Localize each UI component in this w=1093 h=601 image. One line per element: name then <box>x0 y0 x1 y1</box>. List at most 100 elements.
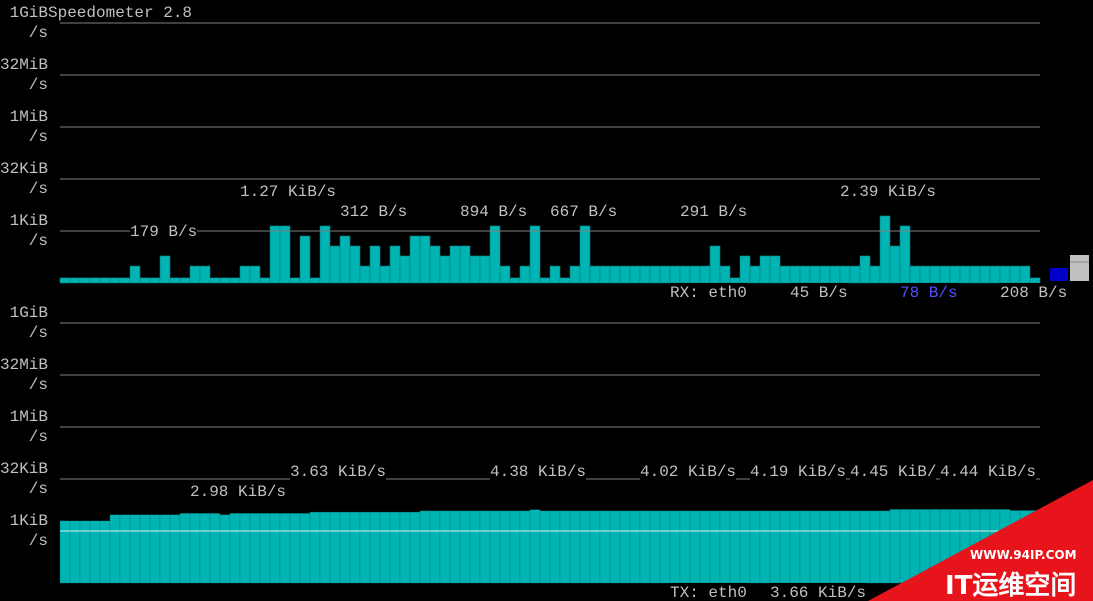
bar <box>529 225 541 284</box>
bar <box>959 265 971 284</box>
peak-annotation: 4.02 KiB/s <box>640 462 737 482</box>
status-peak: 208 B/s <box>1000 283 1068 303</box>
area-column <box>259 513 271 584</box>
bar <box>759 255 771 284</box>
peak-annotation: 4.38 KiB/s <box>490 462 587 482</box>
area-column <box>549 510 561 584</box>
area-column <box>269 513 281 584</box>
area-column <box>869 510 881 584</box>
area-column <box>469 510 481 584</box>
y-tick-label: 32MiB /s <box>0 356 49 394</box>
bar <box>849 265 861 284</box>
bar <box>229 277 241 284</box>
area-column <box>599 510 611 584</box>
area-column <box>609 510 621 584</box>
area-column <box>309 511 321 584</box>
peak-annotation: 291 B/s <box>680 202 748 222</box>
peak-annotation: 4.45 KiB/ <box>850 462 937 482</box>
bar <box>419 235 431 284</box>
bar <box>969 265 981 284</box>
area-column <box>839 510 851 584</box>
area-column <box>189 513 201 584</box>
area-column <box>779 510 791 584</box>
area-column <box>689 510 701 584</box>
bar <box>119 277 131 284</box>
bar <box>689 265 701 284</box>
y-tick-label: 32KiB /s <box>0 160 49 198</box>
area-column <box>909 509 921 584</box>
bar <box>309 277 321 284</box>
bar <box>329 245 341 284</box>
area-column <box>849 510 861 584</box>
area-column <box>429 510 441 584</box>
bar <box>509 277 521 284</box>
status-interface: TX: eth0 <box>670 583 747 601</box>
area-column <box>559 510 571 584</box>
bar <box>929 265 941 284</box>
bar <box>679 265 691 284</box>
y-tick-label: 1KiB /s <box>9 512 48 550</box>
watermark-url: WWW.94IP.COM <box>970 548 1077 562</box>
bar <box>519 265 531 284</box>
bar <box>699 265 711 284</box>
bar <box>649 265 661 284</box>
area-column <box>229 513 241 584</box>
bar <box>739 255 751 284</box>
cursor-block <box>1070 255 1089 281</box>
status-average: 78 B/s <box>900 283 958 303</box>
bar <box>939 265 951 284</box>
y-tick-label: 32KiB /s <box>0 460 49 498</box>
bar <box>809 265 821 284</box>
watermark-name: IT运维空间 <box>945 571 1077 601</box>
area-column <box>439 510 451 584</box>
bar <box>599 265 611 284</box>
bar <box>159 255 171 284</box>
bar <box>269 225 281 284</box>
area-column <box>149 514 161 584</box>
y-tick-label: 1MiB /s <box>9 108 48 146</box>
area-column <box>139 514 151 584</box>
bar <box>259 277 271 284</box>
bar <box>609 265 621 284</box>
area-column <box>359 511 371 584</box>
bar <box>979 265 991 284</box>
bar <box>619 265 631 284</box>
area-column <box>569 510 581 584</box>
bar <box>439 255 451 284</box>
bar <box>289 277 301 284</box>
area-column <box>209 513 221 584</box>
area-column <box>879 510 891 584</box>
bar <box>629 265 641 284</box>
bar <box>1019 265 1031 284</box>
peak-annotation: 2.39 KiB/s <box>840 182 937 202</box>
bar <box>589 265 601 284</box>
bar <box>799 265 811 284</box>
cursor-block <box>1050 268 1068 281</box>
peak-annotation: 4.19 KiB/s <box>750 462 847 482</box>
area-column <box>769 510 781 584</box>
area-column <box>749 510 761 584</box>
bar <box>789 265 801 284</box>
bar <box>919 265 931 284</box>
bar <box>839 265 851 284</box>
peak-annotation: 312 B/s <box>340 202 408 222</box>
area-column <box>99 520 111 584</box>
bar <box>69 277 81 284</box>
area-column <box>379 511 391 584</box>
bar <box>579 225 591 284</box>
bar <box>279 225 291 284</box>
bar <box>879 215 891 284</box>
area-column <box>459 510 471 584</box>
bar <box>549 265 561 284</box>
area-column <box>589 510 601 584</box>
bar <box>539 277 551 284</box>
bar <box>819 265 831 284</box>
area-column <box>679 510 691 584</box>
area-column <box>509 510 521 584</box>
y-tick-label: 1KiB /s <box>9 212 48 250</box>
bar <box>189 265 201 284</box>
area-column <box>489 510 501 584</box>
area-column <box>319 511 331 584</box>
area-column <box>889 509 901 584</box>
area-column <box>289 513 301 584</box>
